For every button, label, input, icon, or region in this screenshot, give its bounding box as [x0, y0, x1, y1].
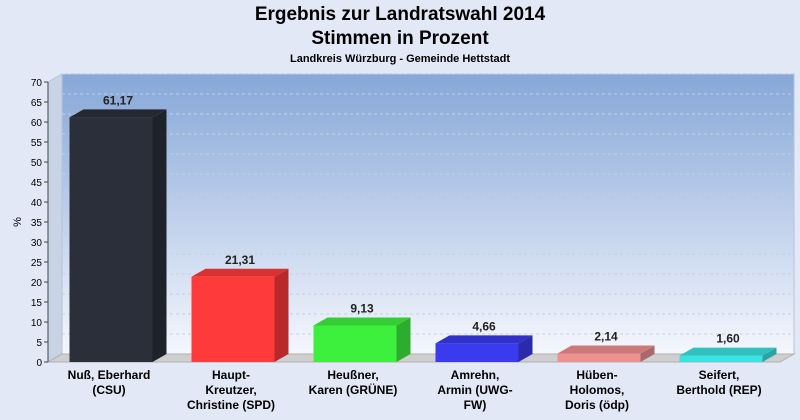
- y-tick-label: 35: [31, 218, 43, 229]
- x-tick-label: Heußner,: [327, 368, 378, 382]
- bar-top: [557, 345, 655, 354]
- x-tick-label: Karen (GRÜNE): [309, 382, 398, 397]
- y-tick-label: 60: [31, 118, 43, 129]
- x-tick-label: Kreutzer,: [205, 383, 256, 397]
- x-tick-label: Hüben-: [576, 368, 617, 382]
- data-label: 4,66: [472, 319, 496, 333]
- bar-side: [518, 335, 533, 362]
- y-tick-label: 20: [31, 278, 43, 289]
- y-tick-label: 25: [31, 258, 43, 269]
- bar-top: [435, 335, 533, 344]
- x-tick-label: Nuß, Eberhard: [68, 368, 151, 382]
- side-wall: [47, 73, 63, 363]
- y-tick-label: 0: [36, 358, 42, 369]
- bar: [679, 355, 763, 362]
- bar: [435, 343, 519, 362]
- bar-top: [313, 317, 411, 326]
- bar-top: [191, 268, 289, 277]
- data-label: 1,60: [716, 332, 740, 346]
- bar: [557, 353, 641, 362]
- x-tick-label: Armin (UWG-: [437, 383, 512, 397]
- data-label: 9,13: [350, 301, 374, 315]
- y-tick-label: 55: [31, 138, 43, 149]
- bar: [69, 117, 153, 362]
- bar-side: [396, 317, 411, 362]
- data-label: 21,31: [225, 253, 255, 267]
- y-axis-label: %: [12, 217, 24, 227]
- bar-side: [762, 347, 777, 362]
- data-label: 2,14: [594, 329, 618, 343]
- x-tick-label: Christine (SPD): [187, 398, 275, 412]
- x-tick-label: FW): [464, 398, 487, 412]
- y-tick-label: 45: [31, 178, 43, 189]
- y-tick-label: 65: [31, 98, 43, 109]
- bar-top: [679, 347, 777, 356]
- bar-side: [274, 268, 289, 362]
- y-tick-label: 5: [36, 338, 42, 349]
- chart-title: Ergebnis zur Landratswahl 2014: [254, 4, 546, 25]
- x-tick-label: Doris (ödp): [565, 398, 629, 412]
- x-tick-label: Haupt-: [212, 368, 250, 382]
- y-tick-label: 30: [31, 238, 43, 249]
- bar: [191, 276, 275, 362]
- y-tick-label: 15: [31, 298, 43, 309]
- chart-subtitle: Landkreis Würzburg - Gemeinde Hettstadt: [289, 53, 511, 65]
- chart-title-line2: Stimmen in Prozent: [311, 28, 489, 49]
- data-label: 61,17: [103, 93, 133, 107]
- x-tick-label: Berthold (REP): [676, 383, 761, 397]
- y-tick-label: 10: [31, 318, 43, 329]
- bar: [313, 325, 397, 362]
- x-tick-label: (CSU): [92, 383, 125, 397]
- y-tick-label: 40: [31, 198, 43, 209]
- x-tick-label: Seifert,: [699, 368, 740, 382]
- x-tick-label: Amrehn,: [451, 368, 500, 382]
- bar-top: [69, 109, 167, 118]
- x-tick-label: Holomos,: [570, 383, 625, 397]
- bar-side: [640, 345, 655, 362]
- y-tick-label: 70: [31, 78, 43, 89]
- y-tick-label: 50: [31, 158, 43, 169]
- bar-side: [152, 109, 167, 362]
